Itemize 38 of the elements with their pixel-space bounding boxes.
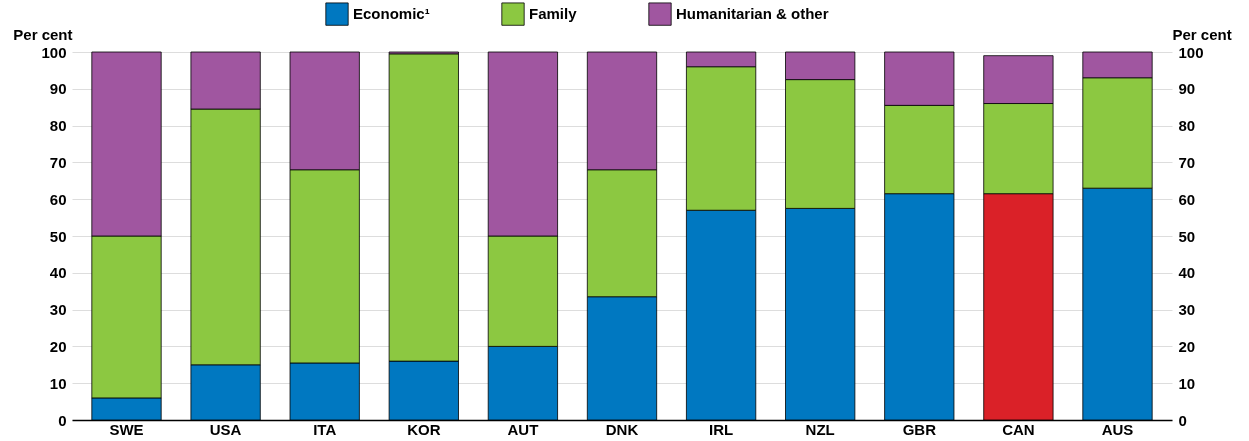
legend-label: Economic¹ <box>353 5 430 23</box>
y-tick-label: 70 <box>49 153 67 171</box>
x-tick-label: NZL <box>805 420 835 438</box>
y2-tick-label: 20 <box>1178 337 1196 355</box>
y-tick-label: 40 <box>49 264 67 282</box>
y-tick-label: 90 <box>49 80 67 98</box>
x-tick-label: DNK <box>605 420 639 438</box>
y2-tick-label: 30 <box>1178 301 1196 319</box>
x-tick-label: GBR <box>902 420 937 438</box>
x-tick-label: KOR <box>407 420 441 438</box>
y-tick-label: 20 <box>49 337 67 355</box>
y-tick-label: 30 <box>49 301 67 319</box>
y-tick-label: 0 <box>58 411 67 429</box>
y2-axis-title: Per cent <box>1172 25 1232 43</box>
legend-label: Humanitarian & other <box>676 5 829 23</box>
x-tick-label: IRL <box>709 420 734 438</box>
y-tick-label: 60 <box>49 190 67 208</box>
y-tick-label: 80 <box>49 117 67 135</box>
x-tick-label: AUT <box>507 420 539 438</box>
x-tick-label: CAN <box>1002 420 1035 438</box>
y2-tick-label: 40 <box>1178 264 1196 282</box>
x-tick-label: SWE <box>109 420 144 438</box>
y-axis-title: Per cent <box>13 25 73 43</box>
y2-tick-label: 70 <box>1178 153 1196 171</box>
y2-tick-label: 50 <box>1178 227 1196 245</box>
x-tick-label: AUS <box>1101 420 1134 438</box>
y-tick-label: 10 <box>49 374 67 392</box>
x-tick-label: USA <box>209 420 242 438</box>
y2-tick-label: 80 <box>1178 117 1196 135</box>
y2-tick-label: 100 <box>1178 43 1204 61</box>
x-tick-label: ITA <box>313 420 337 438</box>
y2-tick-label: 0 <box>1178 411 1187 429</box>
legend-label: Family <box>529 5 578 23</box>
y2-tick-label: 60 <box>1178 190 1196 208</box>
y2-tick-label: 10 <box>1178 374 1196 392</box>
y-tick-label: 100 <box>41 43 67 61</box>
y2-tick-label: 90 <box>1178 80 1196 98</box>
y-tick-label: 50 <box>49 227 67 245</box>
